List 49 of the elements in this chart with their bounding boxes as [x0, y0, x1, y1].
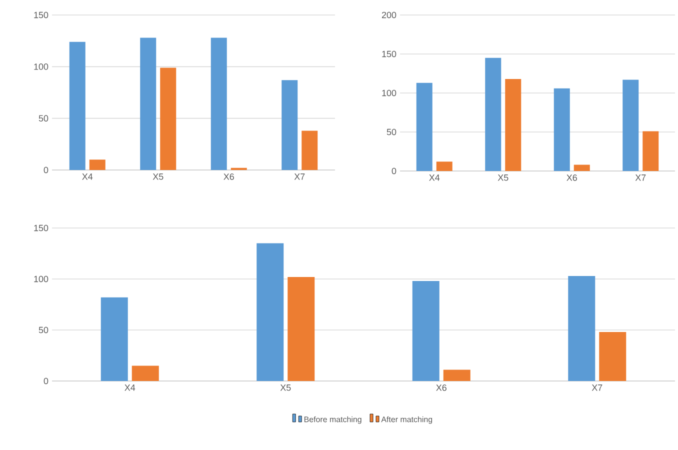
- bar: [443, 370, 470, 382]
- x-tick-label: X5: [498, 174, 508, 181]
- y-tick-label: 150: [34, 224, 48, 232]
- x-tick-label: X6: [566, 174, 577, 181]
- y-tick-label: 0: [392, 168, 396, 174]
- x-tick-label: X6: [436, 384, 446, 391]
- x-tick-label: X4: [429, 174, 440, 181]
- bar: [574, 164, 590, 172]
- bar: [416, 82, 432, 172]
- bar: [485, 58, 502, 172]
- x-tick-label: X4: [82, 174, 93, 180]
- bar: [288, 276, 315, 382]
- bar: [89, 160, 106, 170]
- x-tick-label: X7: [635, 174, 646, 181]
- y-tick-label: 0: [44, 166, 48, 174]
- y-tick-label: 50: [38, 326, 48, 334]
- bar: [69, 42, 86, 170]
- y-tick-label: 0: [44, 378, 48, 384]
- x-tick-label: X7: [592, 384, 602, 391]
- bar: [282, 80, 298, 170]
- x-tick-label: X4: [124, 384, 136, 391]
- bar: [132, 366, 159, 382]
- y-tick-label: 50: [386, 128, 396, 136]
- x-tick-label: X5: [152, 174, 164, 180]
- y-tick-label: 100: [382, 90, 396, 96]
- x-tick-label: X6: [224, 174, 234, 180]
- bar: [568, 276, 596, 382]
- bar: [160, 68, 176, 170]
- y-tick-label: 200: [382, 12, 396, 18]
- bar: [230, 168, 247, 170]
- x-tick-label: X5: [280, 384, 291, 391]
- bar: [100, 297, 128, 382]
- bar: [412, 281, 440, 382]
- bar: [436, 162, 452, 172]
- y-tick-label: 50: [38, 115, 48, 122]
- y-tick-label: 100: [34, 276, 48, 282]
- bar: [642, 131, 659, 172]
- bar: [140, 38, 156, 170]
- bar: [622, 80, 639, 172]
- bar: [505, 78, 522, 172]
- y-tick-label: 150: [382, 50, 396, 58]
- bar: [256, 243, 284, 382]
- bar: [599, 332, 626, 382]
- y-tick-label: 150: [34, 12, 48, 18]
- y-tick-label: 100: [34, 63, 48, 70]
- x-tick-label: X7: [294, 174, 305, 180]
- bar: [302, 130, 318, 170]
- bar: [554, 88, 570, 172]
- bar: [210, 38, 227, 170]
